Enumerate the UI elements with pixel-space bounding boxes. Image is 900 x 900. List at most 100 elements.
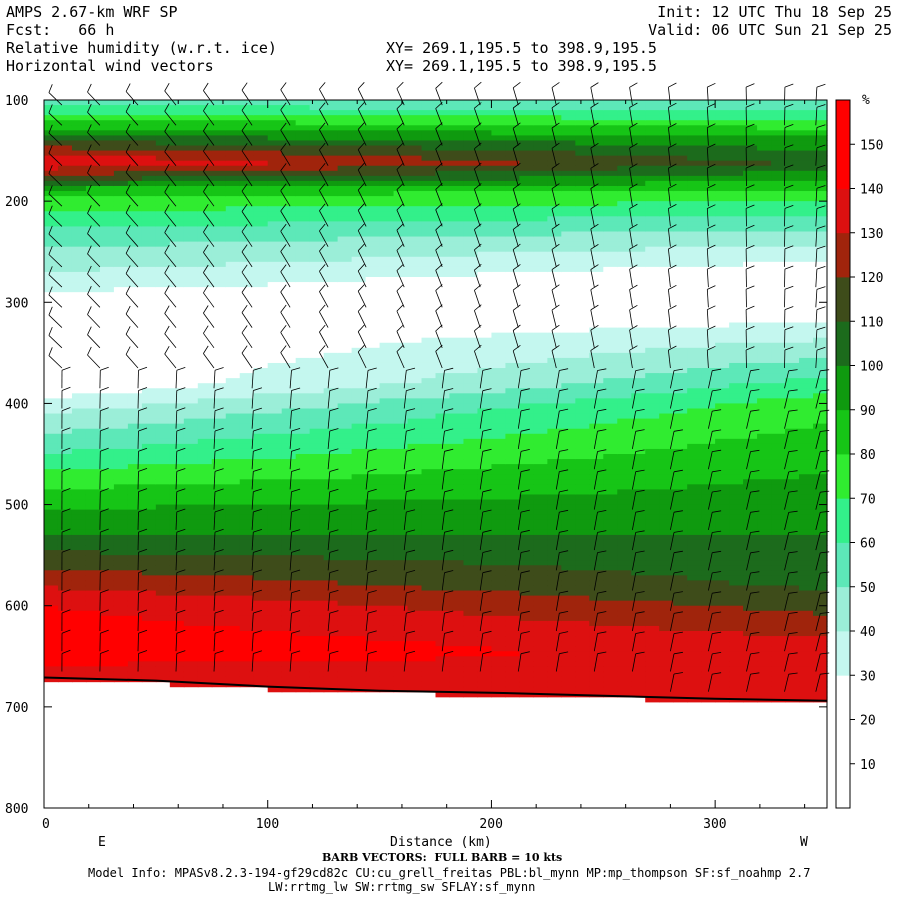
rh-cell [491,641,507,647]
rh-cell [617,625,632,632]
rh-cell [575,418,590,425]
rh-cell [519,246,534,253]
rh-cell [589,206,604,212]
rh-cell [379,297,395,303]
rh-cell [365,403,381,410]
rh-cell [155,236,171,243]
rh-cell [561,368,576,374]
rh-cell [127,307,143,313]
rh-cell [281,423,297,430]
rh-cell [603,312,618,319]
rh-cell [225,656,241,662]
rh-cell [603,595,618,602]
rh-cell [183,580,199,587]
rh-cell [225,610,241,617]
rh-cell [463,196,479,202]
rh-cell [603,489,618,496]
rh-cell [351,595,367,602]
rh-cell [351,661,367,667]
rh-cell [379,282,395,288]
rh-cell [533,347,548,354]
rh-cell [365,297,381,303]
rh-cell [547,120,562,126]
rh-cell [449,282,465,288]
rh-cell [295,656,311,662]
rh-cell [533,236,548,243]
rh-cell [337,130,353,136]
rh-cell [603,383,618,389]
rh-cell [631,509,646,516]
rh-cell [407,489,423,496]
rh-cell [365,580,381,587]
rh-cell [71,448,87,455]
rh-cell [351,600,367,607]
rh-cell [71,196,87,202]
rh-cell [617,196,632,202]
rh-cell [113,620,129,627]
rh-cell [253,287,269,293]
rh-cell [197,408,213,415]
rh-cell [365,534,381,541]
rh-cell [421,580,437,587]
rh-cell [407,297,423,303]
rh-cell [449,246,465,253]
rh-cell [113,565,129,571]
rh-cell [407,191,423,197]
rh-cell [141,206,157,212]
rh-cell [589,246,604,253]
rh-cell [141,352,157,359]
rh-cell [505,514,520,521]
rh-cell [113,575,129,582]
rh-cell [617,428,632,435]
rh-cell [57,469,73,475]
rh-cell [547,231,562,238]
rh-cell [407,125,423,131]
rh-cell [561,413,576,420]
rh-cell [589,256,604,263]
rh-cell [393,666,409,673]
rh-cell [365,256,381,263]
rh-cell [197,656,213,662]
rh-cell [225,413,241,420]
rh-cell [393,555,409,561]
rh-cell [44,302,59,308]
rh-cell [183,459,199,465]
rh-cell [533,332,548,339]
rh-cell [113,236,129,243]
rh-cell [421,646,437,652]
rh-cell [533,464,548,470]
rh-cell [323,671,339,678]
rh-cell [295,423,311,430]
rh-cell [491,206,507,212]
rh-cell [617,287,632,293]
rh-cell [547,681,562,688]
rh-cell [631,474,646,480]
rh-cell [337,474,353,480]
rh-cell [141,484,157,490]
rh-cell [141,282,157,288]
rh-cell [561,206,576,212]
rh-cell [491,600,507,607]
rh-cell [71,115,87,121]
rh-cell [631,413,646,420]
rh-cell [183,246,199,253]
rh-cell [295,565,311,571]
rh-cell [113,610,129,617]
rh-cell [477,423,493,430]
rh-cell [267,246,283,253]
rh-cell [449,347,465,354]
rh-cell [337,428,353,435]
rh-cell [309,423,325,430]
rh-cell [421,418,437,425]
rh-cell [379,671,395,678]
rh-cell [575,631,590,637]
rh-cell [575,135,590,142]
rh-cell [491,524,507,531]
rh-cell [323,681,339,688]
rh-cell [267,423,283,430]
rh-cell [603,676,618,683]
rh-cell [267,428,283,435]
rh-cell [365,620,381,627]
rh-cell [491,464,507,470]
rh-cell [449,393,465,399]
